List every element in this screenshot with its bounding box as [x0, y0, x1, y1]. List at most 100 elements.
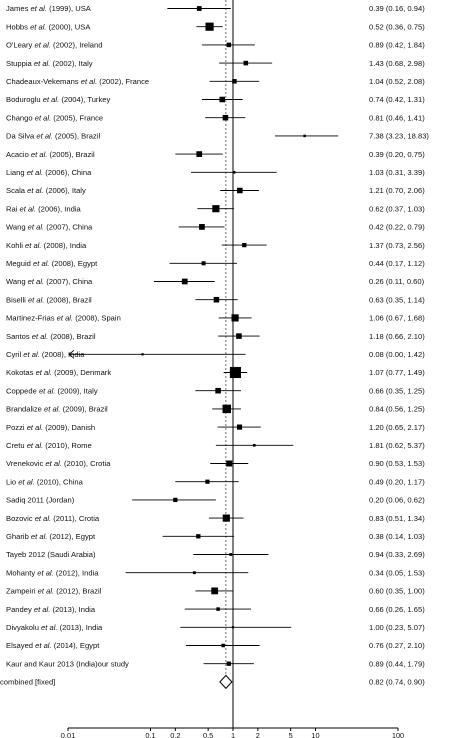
- study-label-part: (2008), India: [40, 350, 86, 359]
- study-label-part: et al.: [28, 223, 44, 232]
- point-estimate: [192, 571, 196, 575]
- study-label-part: Stuppia: [6, 59, 34, 68]
- point-estimate: [303, 134, 306, 138]
- estimate-text: 0.76 (0.27, 2.10): [369, 641, 425, 650]
- study-row: Meguid et al. (2008), Egypt 0.44 (0.17, 1…: [6, 259, 425, 268]
- study-label-part: et al.: [57, 314, 73, 323]
- estimate-text: 7.38 (3.23, 18.83): [369, 132, 429, 141]
- study-label-part: et al.: [25, 241, 41, 250]
- point-estimate: [243, 60, 249, 66]
- study-label-part: et al.: [36, 368, 52, 377]
- study-row: Hobbs et al. (2000), USA 0.52 (0.36, 0.75…: [6, 22, 425, 31]
- study-label-part: (2010), Rome: [43, 441, 92, 450]
- study-row: Mohanty et al. (2012), India 0.34 (0.05, …: [6, 568, 425, 577]
- estimate-text: 0.66 (0.26, 1.65): [369, 605, 425, 614]
- study-label: Acacio et al. (2005), Brazil: [6, 150, 95, 159]
- study-label-part: et al.: [34, 41, 50, 50]
- study-label: Chadeaux-Vekemans et al. (2002), France: [6, 77, 149, 86]
- study-label-part: (2002), Ireland: [51, 41, 103, 50]
- study-row: Vrenekovic et al. (2010), Crotia 0.90 (0.…: [6, 459, 425, 468]
- study-label-part: et al.: [44, 405, 60, 414]
- study-row: Tayeb 2012 (Saudi Arabia) 0.94 (0.33, 2.6…: [6, 550, 425, 559]
- study-label: Lio et al. (2010), China: [6, 477, 84, 486]
- estimate-text: 0.49 (0.20, 1.17): [369, 477, 425, 486]
- combined-diamond: [219, 674, 233, 690]
- study-label: Elsayed et al. (2014), Egypt: [6, 641, 100, 650]
- study-rows: James et al. (1999), USA 0.39 (0.16, 0.94…: [6, 4, 429, 668]
- study-label: Sadiq 2011 (Jordan): [6, 496, 75, 505]
- point-estimate: [211, 587, 219, 595]
- study-label: Santos et al. (2008), Brazil: [6, 332, 96, 341]
- study-label: James et al. (1999), USA: [6, 4, 92, 13]
- study-label-part: et al.: [33, 259, 49, 268]
- study-label-part: et al.: [43, 95, 59, 104]
- combined-label: combined [fixed]: [0, 678, 55, 687]
- point-estimate: [201, 261, 206, 266]
- study-label-part: (2012), Brazil: [54, 587, 102, 596]
- study-label-part: (2012), India: [54, 568, 100, 577]
- study-label-part: (2009), Brazil: [60, 405, 108, 414]
- point-estimate: [229, 366, 241, 379]
- study-label-part: Kohli: [6, 241, 25, 250]
- study-label-part: et al.: [23, 350, 39, 359]
- estimate-text: 0.38 (0.14, 1.03): [369, 532, 425, 541]
- study-label-part: Santos: [6, 332, 32, 341]
- x-tick-label: 100: [392, 731, 404, 738]
- study-label: Coppede et al. (2009), Italy: [6, 386, 98, 395]
- study-label-part: (2008), Brazil: [48, 332, 96, 341]
- combined-estimate-text: 0.82 (0.74, 0.90): [369, 678, 425, 687]
- study-label-part: Zampeiri: [6, 587, 38, 596]
- study-label-part: et al.: [27, 186, 43, 195]
- study-row: Cyril et al. (2008), India 0.08 (0.00, 1.…: [6, 349, 425, 359]
- study-label: Gharib et al. (2012), Egypt: [6, 532, 96, 541]
- study-row: Stuppia et al. (2002), Italy 1.43 (0.68, …: [6, 59, 425, 68]
- study-label-part: (1999), USA: [47, 4, 92, 13]
- point-estimate: [232, 79, 237, 84]
- study-label-part: Biselli: [6, 295, 28, 304]
- study-label-part: (2013), India: [58, 623, 104, 632]
- study-label-part: (2005), Brazil: [53, 132, 101, 141]
- study-row: Chango et al. (2005), France 0.81 (0.46, …: [6, 113, 425, 122]
- study-label-part: et al.: [41, 623, 57, 632]
- reference-lines: [225, 0, 234, 728]
- study-row: Kaur and Kaur 2013 (India)our study 0.89 …: [6, 659, 425, 668]
- estimate-text: 0.52 (0.36, 0.75): [369, 22, 425, 31]
- study-label-part: et al.: [31, 532, 47, 541]
- estimate-text: 1.07 (0.77, 1.49): [369, 368, 425, 377]
- point-estimate: [242, 242, 247, 248]
- study-label-part: (2014), Egypt: [52, 641, 101, 650]
- study-label-part: (2002), Italy: [50, 59, 92, 68]
- x-tick-label: 0.2: [170, 731, 180, 738]
- study-label-part: (2008), Brazil: [44, 295, 92, 304]
- estimate-text: 1.00 (0.23, 5.07): [369, 623, 425, 632]
- point-estimate: [252, 443, 256, 447]
- estimate-text: 0.83 (0.51, 1.34): [369, 514, 425, 523]
- study-label-part: et al.: [35, 514, 51, 523]
- study-row: Liang et al. (2006), China 1.03 (0.31, 3.…: [6, 168, 425, 177]
- study-row: Pozzi et al. (2009), Danish 1.20 (0.65, 2…: [6, 423, 425, 432]
- point-estimate: [213, 296, 220, 303]
- study-label: Brandalize et al. (2009), Brazil: [6, 405, 108, 414]
- study-row: Santos et al. (2008), Brazil 1.18 (0.66, …: [6, 332, 425, 341]
- point-estimate: [222, 114, 229, 121]
- estimate-text: 0.74 (0.42, 1.31): [369, 95, 425, 104]
- study-label-part: (2010), Crotia: [62, 459, 111, 468]
- study-label-part: Chadeaux-Vekemans: [6, 77, 81, 86]
- point-estimate: [236, 333, 242, 339]
- x-tick-label: 0.5: [203, 731, 213, 738]
- study-label-part: (2008), Spain: [73, 314, 121, 323]
- study-label-part: (2004), Turkey: [59, 95, 110, 104]
- point-estimate: [199, 224, 205, 230]
- study-row: Biselli et al. (2008), Brazil 0.63 (0.35,…: [6, 295, 425, 304]
- point-estimate: [237, 187, 243, 194]
- study-label: Cretu et al. (2010), Rome: [6, 441, 92, 450]
- estimate-text: 0.62 (0.37, 1.03): [369, 204, 425, 213]
- point-estimate: [205, 22, 214, 31]
- study-label-part: (2011), Crotia: [51, 514, 100, 523]
- estimate-text: 1.81 (0.62, 5.37): [369, 441, 425, 450]
- study-label-part: (2009), Danish: [43, 423, 95, 432]
- study-row: Pandey et al. (2013), India 0.66 (0.26, 1…: [6, 605, 425, 614]
- study-label-part: (2008), India: [41, 241, 87, 250]
- estimate-text: 0.63 (0.35, 1.14): [369, 295, 425, 304]
- estimate-text: 1.03 (0.31, 3.39): [369, 168, 425, 177]
